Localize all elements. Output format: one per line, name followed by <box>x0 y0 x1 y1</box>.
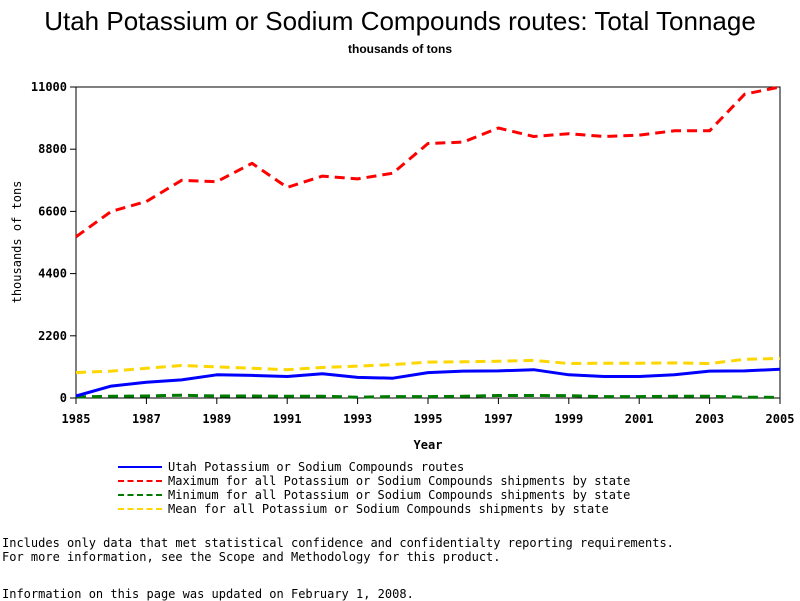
legend-swatch <box>118 466 162 468</box>
tick-layer: 1985 1987 1989 1991 1993 1995 1997 1999 2001 2003… <box>31 80 795 426</box>
y-tick-label: 8800 <box>38 142 67 156</box>
legend-label: Minimum for all Potassium or Sodium Comp… <box>168 488 631 502</box>
chart-subtitle: thousands of tons <box>348 42 452 56</box>
x-tick-label: 2005 <box>766 412 795 426</box>
series-line-0 <box>75 367 781 398</box>
legend-item: Utah Potassium or Sodium Compounds route… <box>118 460 630 474</box>
legend: Utah Potassium or Sodium Compounds route… <box>118 460 630 516</box>
x-tick-label: 2001 <box>625 412 654 426</box>
y-tick-label: 0 <box>60 391 67 405</box>
x-tick-label: 2003 <box>695 412 724 426</box>
legend-item: Maximum for all Potassium or Sodium Comp… <box>118 474 630 488</box>
x-tick-label: 1995 <box>414 412 443 426</box>
x-tick-label: 1985 <box>62 412 91 426</box>
series-layer <box>75 85 781 399</box>
x-tick-label: 1991 <box>273 412 302 426</box>
line-chart: 1985 1987 1989 1991 1993 1995 1997 1999 2001 2003… <box>10 80 795 452</box>
y-tick-label: 2200 <box>38 329 67 343</box>
legend-label: Maximum for all Potassium or Sodium Comp… <box>168 474 631 488</box>
legend-swatch <box>118 508 162 510</box>
footnote-line-1: Includes only data that met statistical … <box>2 536 674 550</box>
x-axis-label: Year <box>414 438 443 452</box>
legend-item: Minimum for all Potassium or Sodium Comp… <box>118 488 630 502</box>
x-tick-label: 1997 <box>484 412 513 426</box>
legend-label: Utah Potassium or Sodium Compounds route… <box>168 460 465 474</box>
footnote: Includes only data that met statistical … <box>2 536 674 564</box>
legend-item: Mean for all Potassium or Sodium Compoun… <box>118 502 630 516</box>
x-tick-label: 1999 <box>554 412 583 426</box>
update-note: Information on this page was updated on … <box>2 587 414 601</box>
legend-swatch <box>118 480 162 482</box>
chart-axes <box>75 86 781 399</box>
y-tick-label: 4400 <box>38 267 67 281</box>
plot-frame <box>75 86 781 399</box>
legend-label: Mean for all Potassium or Sodium Compoun… <box>168 502 609 516</box>
x-tick-label: 1987 <box>132 412 161 426</box>
footnote-line-2: For more information, see the Scope and … <box>2 550 501 564</box>
y-tick-label: 6600 <box>38 204 67 218</box>
chart-title: Utah Potassium or Sodium Compounds route… <box>44 6 756 36</box>
series-line-2 <box>75 393 781 399</box>
x-tick-label: 1993 <box>343 412 372 426</box>
x-tick-label: 1989 <box>202 412 231 426</box>
legend-swatch <box>118 494 162 496</box>
y-axis-label: thousands of tons <box>10 181 24 304</box>
series-line-1 <box>75 85 781 239</box>
y-tick-label: 11000 <box>31 80 67 94</box>
series-line-3 <box>75 356 781 375</box>
